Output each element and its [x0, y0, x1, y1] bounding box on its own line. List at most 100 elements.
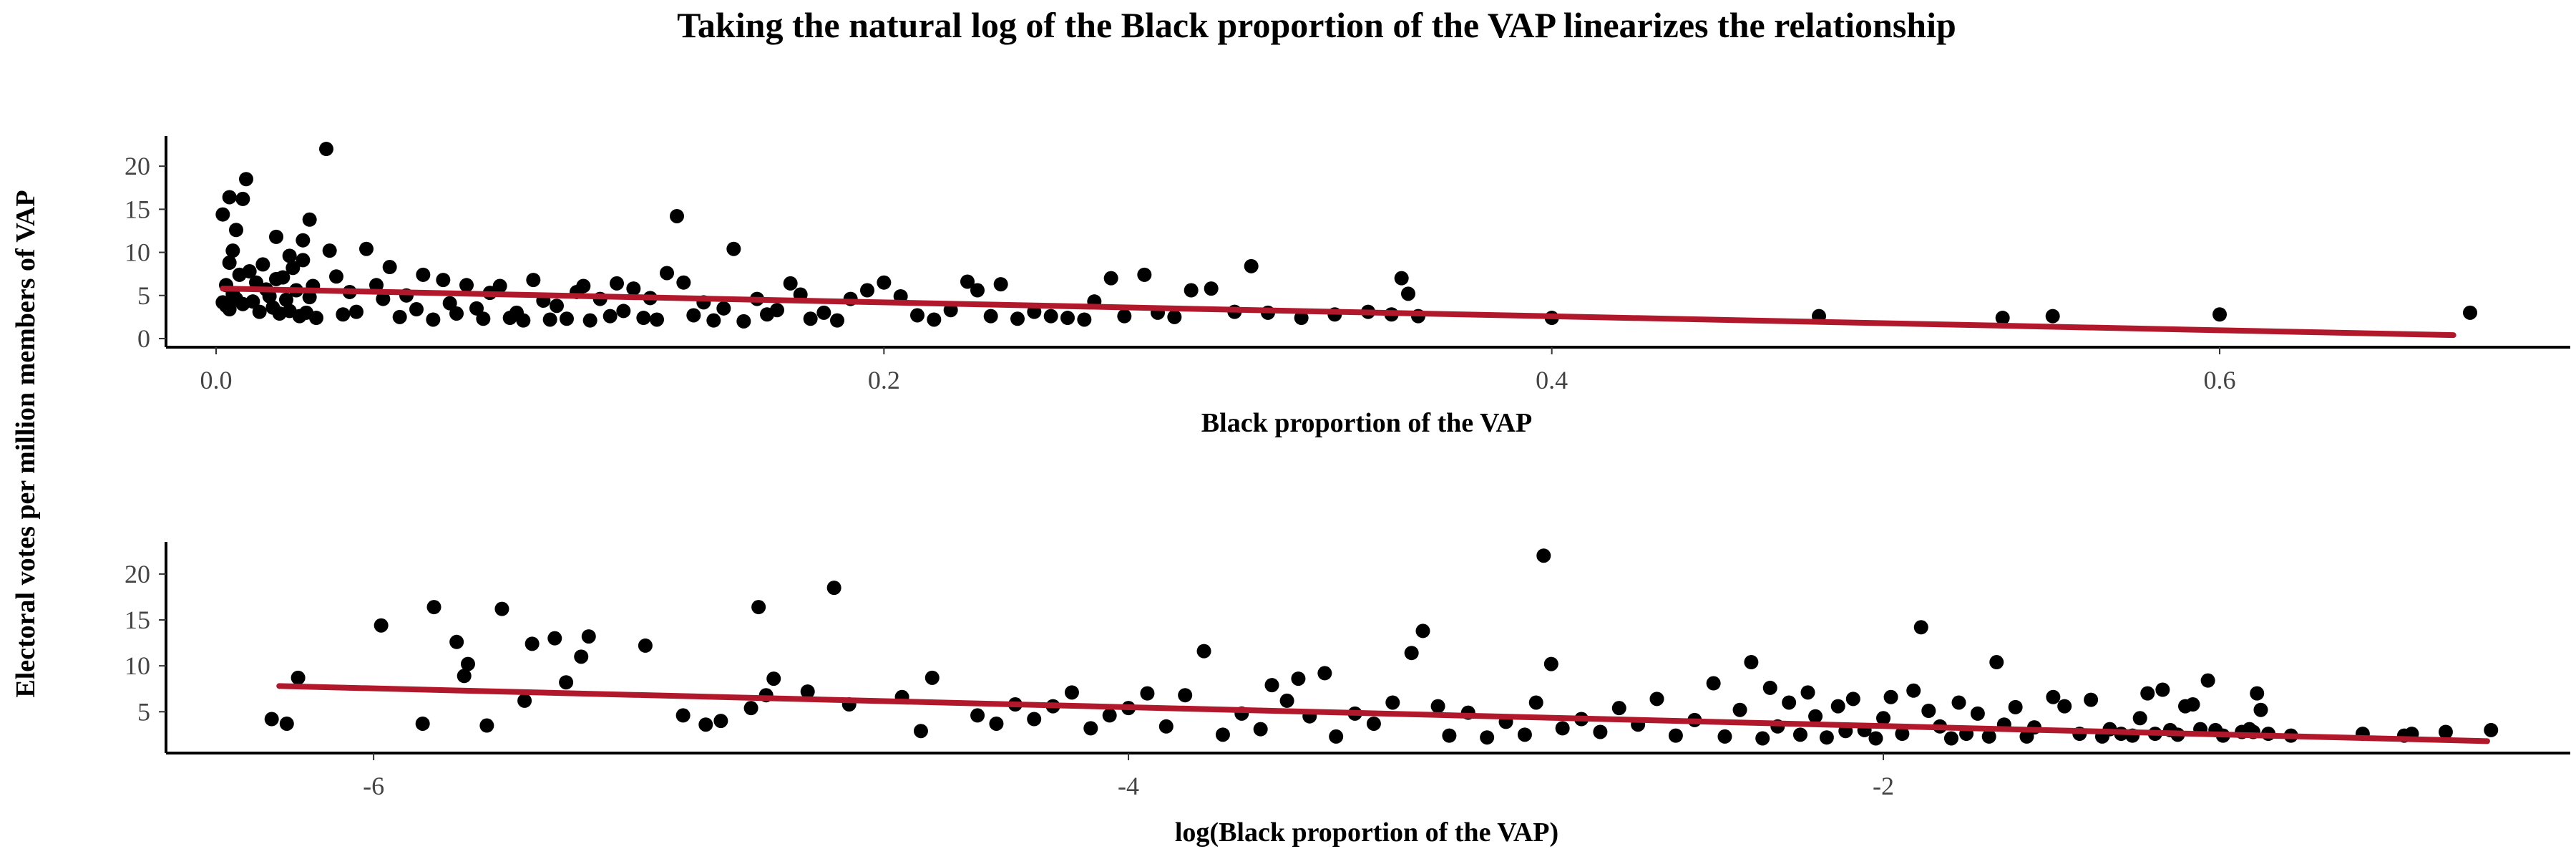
bottom-data-point	[457, 669, 472, 684]
bottom-data-point	[291, 670, 306, 685]
bottom-data-point	[1845, 691, 1860, 707]
top-data-point	[616, 304, 631, 319]
top-data-point	[245, 294, 260, 309]
bottom-data-point	[494, 601, 509, 616]
bottom-data-point	[1291, 671, 1306, 686]
bottom-data-point	[479, 718, 494, 733]
bottom-data-point	[581, 629, 596, 644]
top-data-point	[369, 278, 384, 293]
bottom-data-point	[1196, 644, 1211, 659]
bottom-y-tick-label: 20	[125, 560, 150, 588]
top-data-point	[469, 301, 484, 316]
top-data-point	[1184, 283, 1199, 298]
bottom-data-point	[1970, 706, 1985, 721]
bottom-data-point	[766, 671, 781, 686]
top-data-point	[550, 299, 564, 314]
bottom-data-point	[2046, 689, 2061, 704]
top-x-tick-label: 0.4	[1536, 366, 1568, 394]
bottom-data-point	[1819, 730, 1834, 745]
bottom-data-point	[2140, 686, 2155, 701]
bottom-data-point	[374, 618, 389, 633]
top-data-point	[1043, 309, 1058, 324]
bottom-data-point	[1385, 695, 1400, 710]
top-data-point	[442, 296, 457, 311]
top-data-point	[1077, 312, 1092, 327]
bottom-data-point	[1668, 728, 1683, 743]
bottom-data-point	[1943, 731, 1958, 746]
bottom-data-point	[1329, 729, 1344, 744]
bottom-data-point	[1611, 701, 1626, 716]
bottom-data-point	[264, 712, 279, 727]
top-data-point	[296, 233, 311, 248]
bottom-data-point	[2185, 697, 2200, 712]
bottom-data-point	[547, 631, 562, 646]
bottom-data-point	[1140, 686, 1155, 701]
bottom-data-point	[1253, 722, 1268, 737]
top-data-point	[516, 313, 531, 328]
bottom-data-point	[1158, 719, 1174, 734]
bottom-data-point	[279, 716, 294, 731]
bottom-data-point	[1895, 727, 1910, 742]
bottom-data-point	[2132, 711, 2147, 726]
bottom-data-point	[1732, 702, 1747, 717]
top-data-point	[860, 283, 874, 298]
bottom-data-point	[1543, 656, 1558, 671]
bottom-data-point	[1913, 620, 1928, 635]
top-data-point	[302, 212, 317, 227]
top-data-point	[459, 278, 474, 293]
bottom-data-point	[1178, 688, 1193, 703]
bottom-y-tick-label: 10	[125, 651, 150, 680]
bottom-data-point	[743, 701, 758, 716]
bottom-data-point	[913, 724, 928, 739]
top-data-point	[830, 313, 844, 328]
top-data-point	[235, 191, 250, 206]
top-data-point	[1137, 267, 1152, 282]
bottom-data-point	[449, 634, 464, 649]
bottom-data-point	[1951, 695, 1966, 710]
bottom-data-point	[1981, 729, 1996, 744]
bottom-data-point	[1762, 680, 1777, 695]
top-data-point	[302, 290, 317, 305]
bottom-data-point	[1317, 666, 1332, 681]
top-data-point	[1103, 271, 1118, 286]
top-data-point	[225, 243, 240, 258]
top-data-point	[409, 302, 424, 317]
top-data-point	[877, 275, 892, 290]
top-data-point	[626, 281, 641, 296]
top-data-point	[910, 308, 924, 323]
top-data-point	[2463, 305, 2477, 320]
bottom-x-axis-title: log(Black proportion of the VAP)	[1175, 817, 1558, 848]
bottom-data-point	[1083, 721, 1098, 736]
top-data-point	[676, 275, 691, 290]
top-y-tick-label: 20	[125, 152, 150, 180]
top-data-point	[1394, 271, 1409, 286]
bottom-data-point	[638, 638, 653, 653]
bottom-data-point	[713, 714, 728, 729]
shared-y-axis-title: Electoral votes per million members of V…	[11, 190, 41, 697]
bottom-data-point	[2057, 699, 2072, 714]
top-y-tick-label: 15	[125, 195, 150, 223]
bottom-data-point	[2250, 686, 2265, 701]
bottom-data-point	[1064, 685, 1079, 700]
top-data-point	[336, 307, 351, 322]
top-data-point	[1060, 311, 1075, 326]
top-x-tick-label: 0.0	[200, 366, 233, 394]
top-data-point	[636, 311, 651, 326]
top-data-point	[249, 275, 263, 290]
top-data-point	[279, 292, 293, 307]
top-data-point	[392, 309, 407, 324]
bottom-data-point	[415, 716, 430, 731]
chart-title: Taking the natural log of the Black prop…	[677, 5, 1956, 45]
top-data-point	[2212, 307, 2227, 322]
top-data-point	[329, 269, 343, 284]
top-data-point	[983, 309, 998, 324]
top-data-point	[1244, 258, 1259, 273]
top-x-axis-title: Black proportion of the VAP	[1201, 408, 1532, 438]
bottom-data-point	[1717, 729, 1732, 744]
bottom-fit-line	[276, 683, 2490, 744]
top-y-tick-label: 0	[137, 324, 150, 353]
top-data-point	[970, 283, 985, 298]
bottom-data-point	[460, 656, 475, 671]
bottom-data-point	[2200, 673, 2215, 688]
